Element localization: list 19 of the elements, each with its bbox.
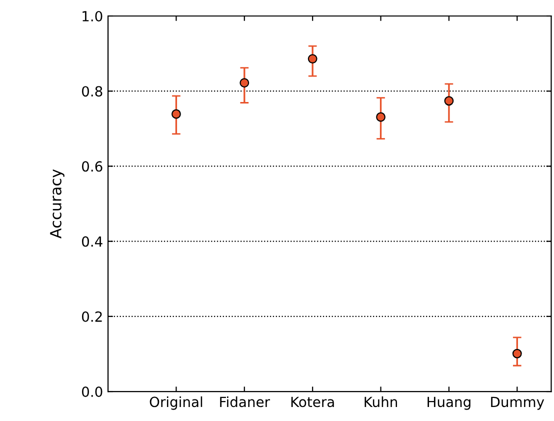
y-tick-label: 0.4 <box>82 236 102 247</box>
y-axis-title: Accuracy <box>50 169 64 239</box>
x-tick-label: Original <box>150 396 202 410</box>
x-tick-label: Dummy <box>491 396 544 410</box>
x-tick-label: Fidaner <box>220 396 270 408</box>
point <box>308 54 318 64</box>
x-tick-label: Huang <box>428 396 470 410</box>
x-tick-label: Kuhn <box>364 396 397 408</box>
y-tick-label: 0.0 <box>82 386 102 398</box>
point <box>444 96 454 106</box>
point <box>171 109 181 119</box>
y-tick-label: 0.2 <box>82 311 102 322</box>
point <box>512 348 522 358</box>
point <box>240 78 250 88</box>
y-tick-label: 0.8 <box>82 86 102 97</box>
point <box>376 112 386 122</box>
x-tick-label: Kotera <box>291 396 334 408</box>
y-tick-label: 1.0 <box>82 10 102 22</box>
y-tick-label: 0.6 <box>82 161 102 172</box>
